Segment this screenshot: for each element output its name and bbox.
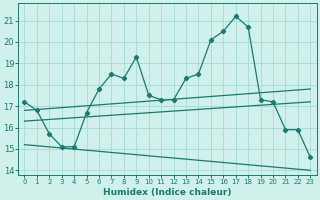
X-axis label: Humidex (Indice chaleur): Humidex (Indice chaleur)	[103, 188, 232, 197]
